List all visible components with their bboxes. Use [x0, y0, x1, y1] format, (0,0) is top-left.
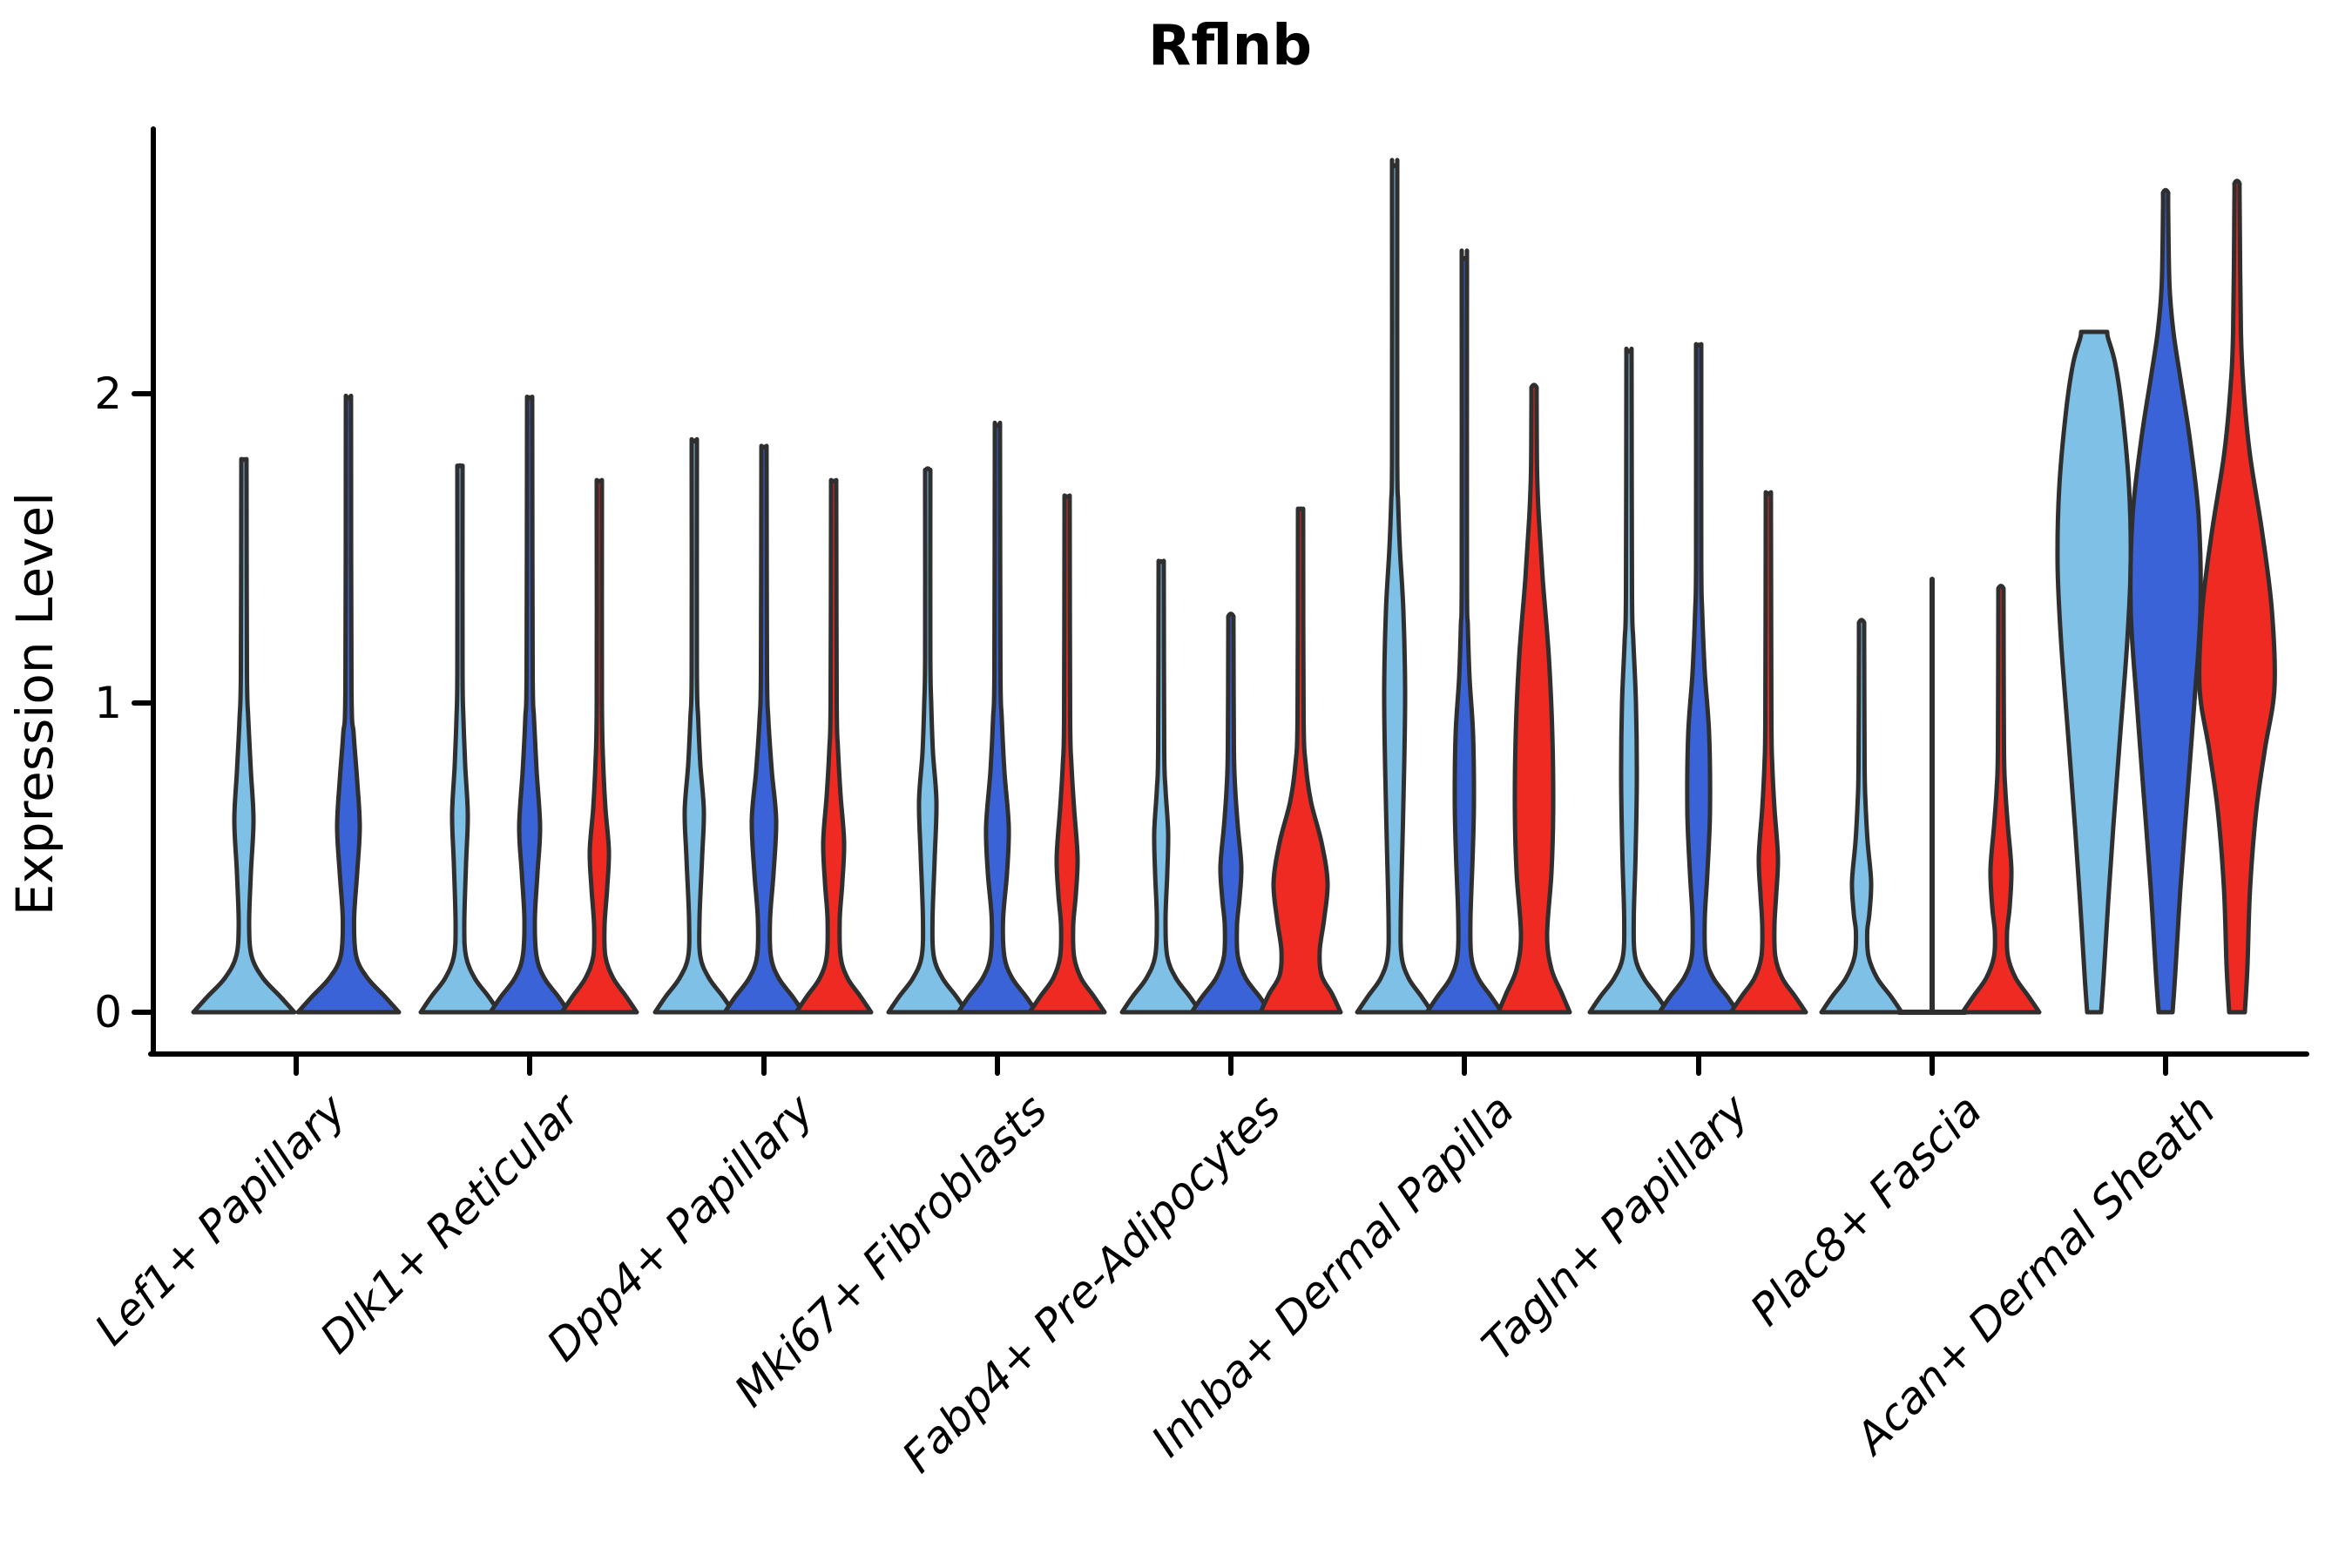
violin-5-skyblue [1355, 158, 1435, 1015]
violin-2-royalblue [722, 443, 806, 1015]
y-tick-label-0: 0 [94, 987, 122, 1037]
violin-1-royalblue [488, 395, 571, 1015]
violin-7-red [1960, 584, 2042, 1015]
violin-4-red [1258, 506, 1343, 1015]
violin-3-royalblue [956, 420, 1039, 1015]
violin-1-red [559, 477, 639, 1015]
violin-8-royalblue [2128, 187, 2203, 1015]
violin-1-skyblue [418, 463, 502, 1015]
violin-0-skyblue [191, 456, 297, 1015]
violin-7-royalblue-stick [1896, 577, 1968, 1015]
chart-title: Rflnb [1147, 14, 1313, 78]
violin-5-royalblue [1424, 248, 1504, 1015]
violin-2-red [794, 477, 874, 1015]
violin-3-red [1027, 493, 1107, 1015]
violin-7-skyblue [1819, 618, 1904, 1015]
violin-4-royalblue [1189, 612, 1273, 1015]
violin-6-skyblue [1587, 346, 1671, 1015]
violin-8-skyblue [2055, 329, 2133, 1015]
violin-2-skyblue [652, 436, 736, 1015]
violin-5-red [1496, 382, 1572, 1015]
violin-6-red [1728, 490, 1808, 1015]
violin-8-red [2197, 179, 2277, 1015]
violin-6-royalblue [1657, 341, 1740, 1015]
y-tick-label-2: 2 [94, 368, 122, 419]
violin-4-skyblue [1119, 558, 1203, 1015]
y-tick-label-1: 1 [94, 678, 122, 728]
violin-0-royalblue [295, 393, 402, 1015]
violin-3-skyblue [886, 466, 970, 1015]
